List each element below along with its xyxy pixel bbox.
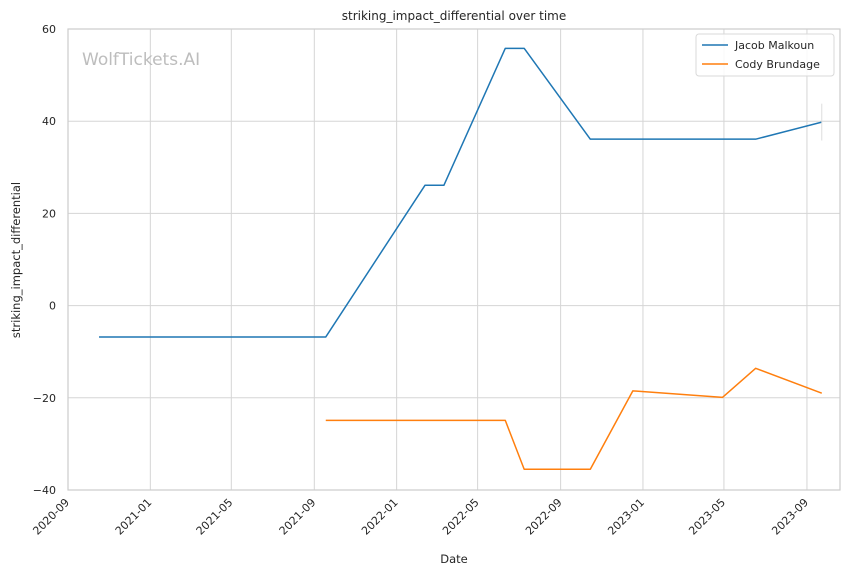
legend: Jacob Malkoun Cody Brundage [695, 33, 835, 77]
x-axis-title: Date [440, 552, 468, 566]
legend-box [695, 33, 835, 77]
y-tick-label: −40 [33, 484, 56, 497]
watermark: WolfTickets.AI [82, 50, 200, 70]
series-line-cody-brundage [325, 367, 823, 470]
legend-label-jacob-malkoun: Jacob Malkoun [734, 39, 814, 52]
series-group [98, 47, 823, 470]
y-axis-title: striking_impact_differential [9, 182, 23, 338]
y-tick-label: 40 [42, 115, 56, 128]
chart-title: striking_impact_differential over time [342, 9, 567, 23]
plot-frame [67, 28, 841, 491]
y-tick-label: −20 [33, 392, 56, 405]
y-tick-label: 0 [49, 300, 56, 313]
y-tick-label: 60 [42, 23, 56, 36]
legend-label-cody-brundage: Cody Brundage [735, 58, 820, 71]
y-tick-label: 20 [42, 207, 56, 220]
